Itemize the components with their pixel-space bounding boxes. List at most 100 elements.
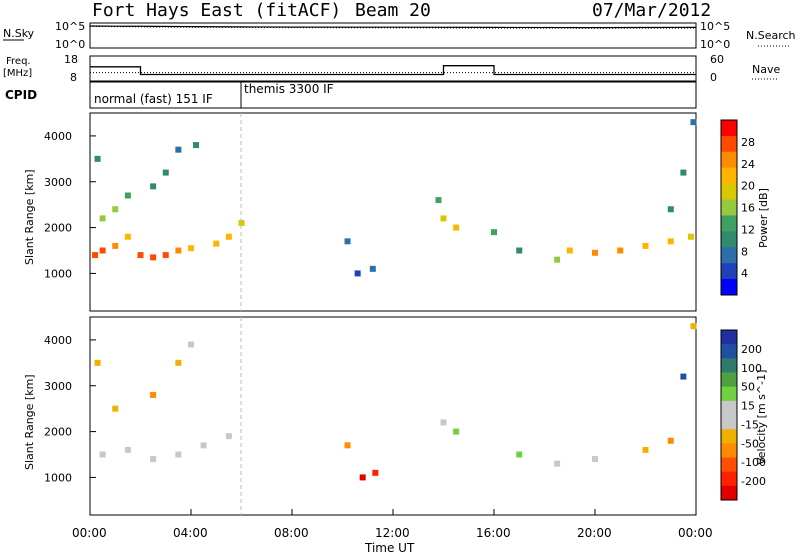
data-cell [124,233,131,240]
x-axis-label: Time UT [364,541,415,554]
y-tick-label: 1000 [44,267,72,280]
y-tick-label: 4000 [44,130,72,143]
data-cell [354,270,361,277]
x-tick-label: 16:00 [476,526,511,540]
colorbar-segment [721,400,737,416]
freq-tick-bottom: 8 [70,71,77,84]
y-tick-label: 3000 [44,380,72,393]
colorbar-frame [720,329,738,501]
data-cell [99,215,106,222]
velocity-colorbar-label: Velocity [m s^-1] [755,370,768,465]
data-cell [554,256,561,263]
x-tick-label: 00:00 [678,526,713,540]
cpid-mode-normal: normal (fast) 151 IF [94,92,213,106]
power-frame [89,112,697,312]
data-cell [175,451,182,458]
nave-tick-top: 60 [710,53,724,66]
colorbar-tick: -200 [741,475,766,488]
nsky-label: N.Sky [3,27,35,40]
data-cell [150,183,157,190]
power-ylabel: Slant Range [km] [23,169,36,265]
velocity-yticks: 4000 3000 2000 1000 [44,334,96,484]
x-axis: 00:00 04:00 08:00 12:00 16:00 20:00 00:00 [72,509,713,540]
data-cell [112,405,119,412]
data-cell [687,233,694,240]
colorbar-tick: -50 [741,437,759,450]
sky-frame [89,22,697,49]
y-tick-label: 1000 [44,471,72,484]
colorbar-tick: -100 [741,456,766,469]
colorbar-segment [721,151,737,169]
sky-tick-bottom: 10^0 [55,38,85,51]
velocity-cells [94,323,697,481]
power-cells [92,119,697,277]
nsky-line [89,25,697,29]
data-cell [150,456,157,463]
data-cell [162,252,169,259]
data-cell [150,391,157,398]
colorbar-tick: 24 [741,158,755,171]
colorbar-segment [721,231,737,248]
colorbar-tick: 28 [741,136,755,149]
colorbar-tick: 4 [741,267,748,280]
colorbar-segment [721,279,737,296]
colorbar-segment [721,358,737,373]
power-colorbar: 28 24 20 16 12 8 4 [720,119,755,296]
data-cell [112,242,119,249]
data-cell [440,419,447,426]
colorbar-segment [721,167,737,185]
cpid-frame [89,81,697,109]
freq-label: Freq. [6,56,31,67]
data-cell [200,442,207,449]
colorbar-segment [721,199,737,216]
freq-frame [89,55,697,82]
colorbar-tick: 100 [741,362,762,375]
cpid-panel: CPID normal (fast) 151 IF themis 3300 IF [5,81,697,109]
colorbar-segment [721,344,737,359]
data-cell [225,233,232,240]
data-cell [680,169,687,176]
data-cell [642,242,649,249]
data-cell [372,469,379,476]
data-cell [690,119,697,126]
data-cell [92,252,99,259]
data-cell [617,247,624,254]
data-cell [566,247,573,254]
data-cell [213,240,220,247]
beam-label: Beam 20 [355,0,431,21]
nave-label: Nave [752,63,780,76]
data-cell [667,238,674,245]
data-cell [150,254,157,261]
nave-tick-bottom: 0 [710,71,717,84]
colorbar-segment [721,471,737,487]
data-cell [344,238,351,245]
y-tick-label: 3000 [44,176,72,189]
data-cell [188,341,194,348]
power-yticks: 4000 3000 2000 1000 [44,130,96,280]
data-cell [188,245,194,252]
power-panel: 4000 3000 2000 1000 Slant Range [km] 28 24 20… [23,112,770,312]
x-tick-label: 04:00 [173,526,208,540]
freq-line [90,65,696,76]
colorbar-segment [721,443,737,458]
colorbar-segment [721,457,737,473]
data-cell [137,252,144,259]
colorbar-tick: 8 [741,245,748,258]
data-cell [516,451,523,458]
data-cell [124,446,131,453]
velocity-panel: 4000 3000 2000 1000 Slant Range [km] 200 100… [23,316,768,516]
data-cell [99,451,106,458]
data-cell [175,247,182,254]
colorbar-segment [721,247,737,264]
y-tick-label: 2000 [44,426,72,439]
colorbar-segment [721,135,737,153]
data-cell [667,206,674,213]
data-cell [175,359,182,366]
colorbar-segment [721,183,737,201]
freq-unit-label: [MHz] [3,68,32,79]
data-cell [642,446,649,453]
data-cell [592,249,598,256]
colorbar-segment [721,215,737,232]
colorbar-tick: 200 [741,343,762,356]
colorbar-tick: -15 [741,418,759,431]
